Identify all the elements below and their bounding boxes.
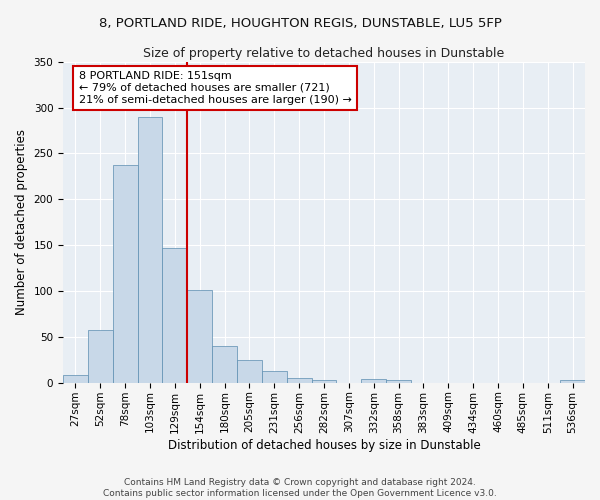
Bar bbox=[187, 290, 212, 383]
Bar bbox=[163, 248, 187, 383]
Text: Contains HM Land Registry data © Crown copyright and database right 2024.
Contai: Contains HM Land Registry data © Crown c… bbox=[103, 478, 497, 498]
Bar bbox=[88, 330, 113, 383]
Text: 8, PORTLAND RIDE, HOUGHTON REGIS, DUNSTABLE, LU5 5FP: 8, PORTLAND RIDE, HOUGHTON REGIS, DUNSTA… bbox=[98, 18, 502, 30]
Bar bbox=[262, 371, 287, 383]
Bar bbox=[137, 116, 163, 383]
Title: Size of property relative to detached houses in Dunstable: Size of property relative to detached ho… bbox=[143, 48, 505, 60]
Bar bbox=[386, 380, 411, 383]
Y-axis label: Number of detached properties: Number of detached properties bbox=[15, 129, 28, 315]
Bar bbox=[237, 360, 262, 383]
Bar bbox=[113, 166, 137, 383]
X-axis label: Distribution of detached houses by size in Dunstable: Distribution of detached houses by size … bbox=[167, 440, 481, 452]
Bar bbox=[311, 380, 337, 383]
Bar bbox=[287, 378, 311, 383]
Text: 8 PORTLAND RIDE: 151sqm
← 79% of detached houses are smaller (721)
21% of semi-d: 8 PORTLAND RIDE: 151sqm ← 79% of detache… bbox=[79, 72, 352, 104]
Bar bbox=[361, 379, 386, 383]
Bar bbox=[63, 374, 88, 383]
Bar bbox=[212, 346, 237, 383]
Bar bbox=[560, 380, 585, 383]
